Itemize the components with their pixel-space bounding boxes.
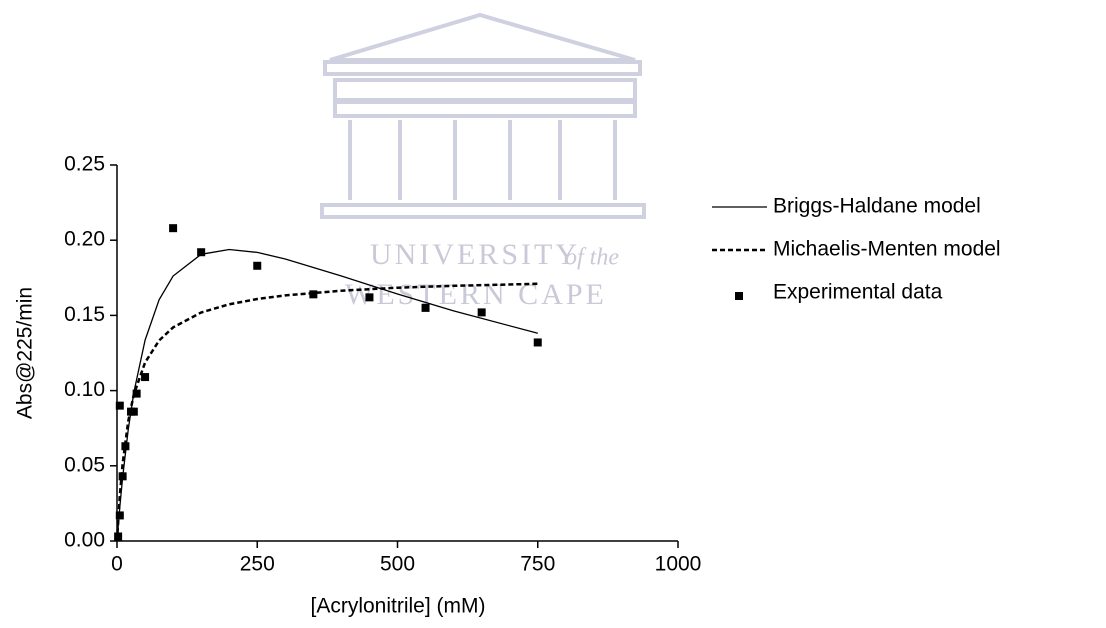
x-tick-label: 250 [240,553,275,576]
data-point [422,304,430,312]
chart: UNIVERSITY of the WESTERN CAPE [Acryloni… [0,0,1106,628]
watermark-text: WESTERN CAPE [345,278,607,311]
data-point [478,308,486,316]
x-tick-label: 1000 [655,553,702,576]
y-axis-label: Abs@225/min [14,287,37,419]
y-tick-label: 0.00 [64,529,105,552]
data-point [130,408,138,416]
data-point [133,390,141,398]
data-point [114,532,122,540]
data-point [121,442,129,450]
data-point [119,472,127,480]
legend-label: Experimental data [773,281,943,304]
data-point [169,224,177,232]
x-axis-label: [Acrylonitrile] (mM) [310,595,485,618]
data-point [534,338,542,346]
watermark-logo [322,15,644,217]
y-tick-label: 0.15 [64,303,105,326]
data-point [116,511,124,519]
x-tick-label: 500 [380,553,415,576]
data-point [197,248,205,256]
y-tick-label: 0.05 [64,453,105,476]
legend-marker [735,292,743,300]
data-point [253,262,261,270]
model-curve [117,284,538,541]
data-point [116,402,124,410]
data-point [309,290,317,298]
legend-label: Michaelis-Menten model [773,238,1001,261]
data-point [365,293,373,301]
x-tick-label: 750 [520,553,555,576]
y-tick-label: 0.25 [64,153,105,176]
watermark-text: UNIVERSITY [370,238,580,271]
watermark-text: of the [565,245,619,271]
y-tick-label: 0.10 [64,378,105,401]
data-point [141,373,149,381]
x-tick-label: 0 [111,553,123,576]
legend-label: Briggs-Haldane model [773,195,981,218]
y-tick-label: 0.20 [64,228,105,251]
